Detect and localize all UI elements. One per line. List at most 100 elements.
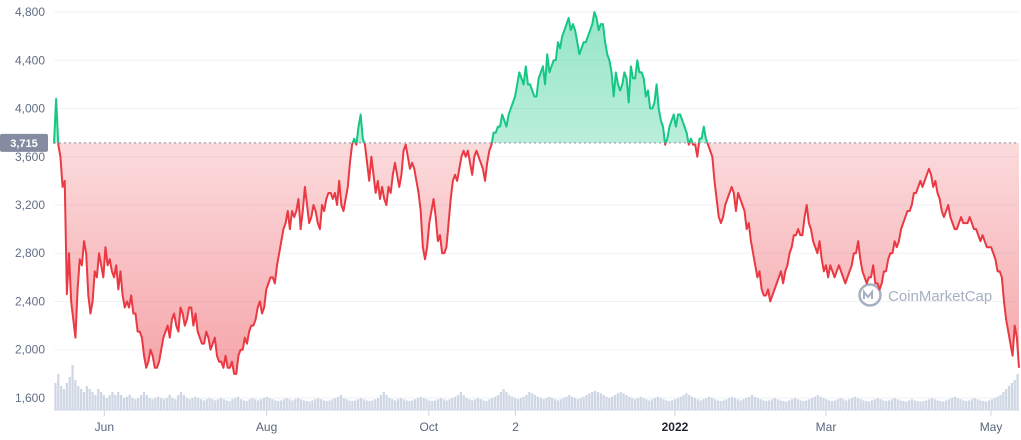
volume-bar — [171, 398, 174, 410]
y-tick-label: 2,000 — [15, 343, 45, 357]
volume-bar — [719, 401, 722, 410]
volume-bar — [342, 398, 345, 410]
volume-bar — [822, 398, 825, 410]
volume-bar — [68, 377, 71, 410]
volume-bar — [445, 400, 448, 410]
y-tick-label: 3,200 — [15, 198, 45, 212]
volume-bar — [810, 398, 814, 410]
volume-bar — [725, 399, 728, 410]
volume-bar — [965, 401, 968, 410]
volume-bar — [776, 399, 779, 410]
volume-bar — [862, 400, 865, 410]
volume-bar — [114, 395, 117, 410]
volume-bar — [588, 393, 591, 410]
volume-bar — [679, 396, 682, 410]
volume-bar — [533, 395, 537, 410]
volume-bar — [402, 399, 405, 410]
volume-bar — [893, 398, 896, 410]
volume-bar — [451, 398, 454, 410]
volume-bar — [448, 399, 451, 410]
volume-bar — [730, 396, 734, 410]
volume-bar — [371, 400, 374, 410]
volume-bar — [902, 401, 905, 410]
volume-bar — [228, 401, 231, 410]
volume-bar — [925, 400, 928, 410]
volume-bar — [237, 396, 240, 410]
volume-bar — [265, 396, 268, 410]
volume-bar — [205, 399, 208, 410]
volume-bar — [796, 399, 799, 410]
volume-bar — [285, 398, 288, 410]
x-axis: Jun Aug Oct 2 2022 Mar May — [54, 409, 1019, 434]
volume-bar — [825, 399, 828, 410]
volume-bar — [522, 396, 525, 410]
volume-bar — [688, 395, 691, 410]
volume-bar — [245, 401, 248, 410]
volume-bar — [585, 395, 588, 410]
volume-bar — [331, 399, 334, 410]
volume-bar — [939, 401, 942, 410]
volume-bar — [259, 399, 263, 410]
volume-bar — [608, 398, 611, 410]
volume-bar — [154, 398, 157, 410]
volume-bar — [519, 398, 522, 410]
volume-bar — [82, 392, 86, 410]
volume-bar — [765, 401, 768, 410]
volume-bar — [790, 399, 794, 410]
volume-bar — [639, 396, 642, 410]
x-tick-label: Jun — [95, 420, 114, 434]
volume-bar — [591, 392, 594, 410]
volume-bar — [174, 399, 177, 410]
volume-bar — [251, 398, 254, 410]
volume-bar — [111, 392, 114, 410]
volume-bar — [682, 395, 685, 410]
volume-bar — [1007, 386, 1011, 410]
volume-bar — [108, 395, 111, 410]
volume-bar — [254, 399, 257, 410]
area-fill-below — [54, 142, 1019, 374]
volume-bar — [105, 398, 108, 410]
volume-bar — [887, 400, 891, 410]
volume-bar — [922, 401, 925, 410]
volume-bar — [479, 399, 482, 410]
coinmarketcap-logo-icon — [858, 283, 882, 307]
volume-bar — [74, 380, 77, 410]
volume-bar — [565, 396, 568, 410]
volume-bar — [702, 399, 705, 410]
volume-bar — [622, 393, 625, 410]
volume-bar — [670, 400, 674, 410]
volume-bar — [491, 398, 494, 410]
volume-bar — [553, 399, 557, 410]
volume-bar — [122, 398, 126, 410]
volume-bar — [833, 400, 836, 410]
volume-bar — [302, 400, 305, 410]
volume-bar — [248, 399, 251, 410]
volume-bar — [439, 398, 442, 410]
volume-bar — [177, 395, 180, 410]
volume-bar — [182, 395, 186, 410]
volume-bar — [168, 395, 171, 410]
x-tick-label: 2 — [512, 420, 519, 434]
volume-bar — [651, 399, 654, 410]
volume-bar — [799, 400, 802, 410]
volume-bar — [531, 393, 534, 410]
volume-bar — [668, 401, 671, 410]
volume-bar — [842, 399, 845, 410]
volume-bar — [117, 392, 120, 410]
volume-bar — [633, 399, 637, 410]
volume-bar — [311, 400, 314, 410]
volume-bar — [625, 395, 628, 410]
volume-bar — [91, 392, 94, 410]
volume-bar — [813, 396, 816, 410]
volume-bar — [137, 398, 140, 410]
volume-bar — [305, 401, 308, 410]
volume-bar — [319, 399, 323, 410]
volume-bar — [374, 399, 377, 410]
volume-bars — [54, 365, 1019, 410]
volume-bar — [662, 399, 665, 410]
volume-bar — [462, 395, 465, 410]
y-tick-label: 1,600 — [15, 391, 45, 405]
volume-bar — [916, 401, 919, 410]
volume-bar — [185, 398, 188, 410]
